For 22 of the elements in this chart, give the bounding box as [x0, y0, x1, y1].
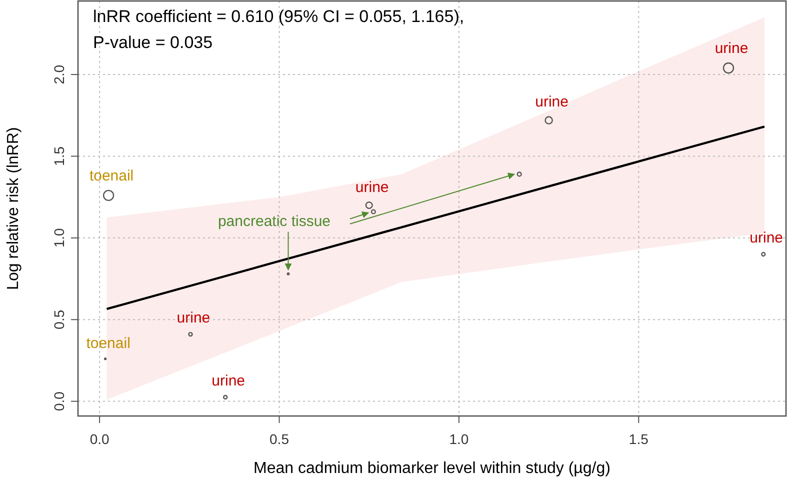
annotation: urine — [176, 310, 210, 327]
y-tick-label: 2.0 — [51, 64, 67, 84]
annotation: pancreatic tissue — [218, 212, 331, 230]
annotation: P-value = 0.035 — [93, 33, 213, 52]
annotation: toenail — [89, 167, 134, 184]
y-axis-title: Log relative risk (lnRR) — [5, 127, 22, 290]
annotation: urine — [212, 372, 246, 390]
y-tick-label: 1.5 — [51, 146, 67, 166]
y-tick-label: 0.0 — [51, 391, 67, 412]
x-tick-label: 1.5 — [628, 431, 649, 447]
x-tick-label: 0.5 — [270, 431, 290, 447]
x-tick-label: 1.0 — [449, 431, 469, 447]
x-tick-label: 0.0 — [90, 431, 110, 447]
annotation: urine — [355, 179, 389, 196]
y-tick-label: 1.0 — [51, 228, 67, 248]
annotation: urine — [535, 94, 568, 111]
x-axis-title: Mean cadmium biomarker level within study (µg/g) — [254, 460, 610, 477]
annotation: urine — [714, 40, 748, 57]
y-tick-label: 0.5 — [51, 310, 67, 330]
annotation: toenail — [86, 335, 130, 352]
annotation: urine — [750, 229, 784, 246]
annotation: lnRR coefficient = 0.610 (95% CI = 0.055, 1.165), — [93, 7, 464, 26]
